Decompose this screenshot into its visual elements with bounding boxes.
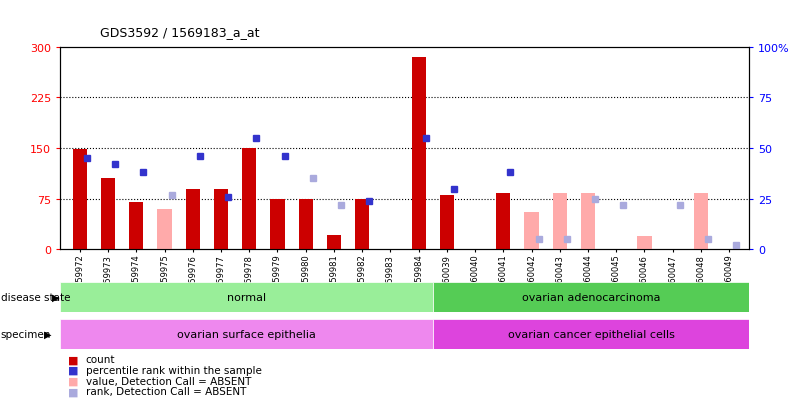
Bar xyxy=(242,149,256,250)
Text: ■: ■ xyxy=(68,376,78,386)
Bar xyxy=(101,179,115,250)
Bar xyxy=(271,199,284,250)
Bar xyxy=(412,57,425,250)
Text: ovarian surface epithelia: ovarian surface epithelia xyxy=(177,329,316,339)
Bar xyxy=(73,150,87,250)
Text: ovarian cancer epithelial cells: ovarian cancer epithelial cells xyxy=(508,329,674,339)
Bar xyxy=(158,209,171,250)
Text: rank, Detection Call = ABSENT: rank, Detection Call = ABSENT xyxy=(86,387,246,396)
Text: ovarian adenocarcinoma: ovarian adenocarcinoma xyxy=(521,292,660,302)
Bar xyxy=(355,199,369,250)
Text: GDS3592 / 1569183_a_at: GDS3592 / 1569183_a_at xyxy=(100,26,260,39)
Bar xyxy=(60,282,433,312)
Text: percentile rank within the sample: percentile rank within the sample xyxy=(86,365,262,375)
Text: disease state: disease state xyxy=(1,292,70,302)
Bar xyxy=(186,189,199,250)
Text: ▶: ▶ xyxy=(44,329,51,339)
Bar xyxy=(129,203,143,250)
Bar xyxy=(60,319,433,349)
Bar xyxy=(433,282,749,312)
Bar xyxy=(525,213,538,250)
Text: value, Detection Call = ABSENT: value, Detection Call = ABSENT xyxy=(86,376,251,386)
Bar xyxy=(299,199,312,250)
Bar xyxy=(214,189,228,250)
Bar xyxy=(553,194,567,250)
Bar xyxy=(581,194,595,250)
Text: specimen: specimen xyxy=(1,329,51,339)
Text: normal: normal xyxy=(227,292,266,302)
Bar xyxy=(327,235,341,250)
Bar xyxy=(497,194,510,250)
Bar xyxy=(638,236,651,250)
Bar xyxy=(440,196,454,250)
Text: ■: ■ xyxy=(68,354,78,364)
Text: ■: ■ xyxy=(68,387,78,396)
Bar xyxy=(694,194,708,250)
Text: ■: ■ xyxy=(68,365,78,375)
Bar xyxy=(433,319,749,349)
Text: count: count xyxy=(86,354,115,364)
Text: ▶: ▶ xyxy=(52,292,59,302)
